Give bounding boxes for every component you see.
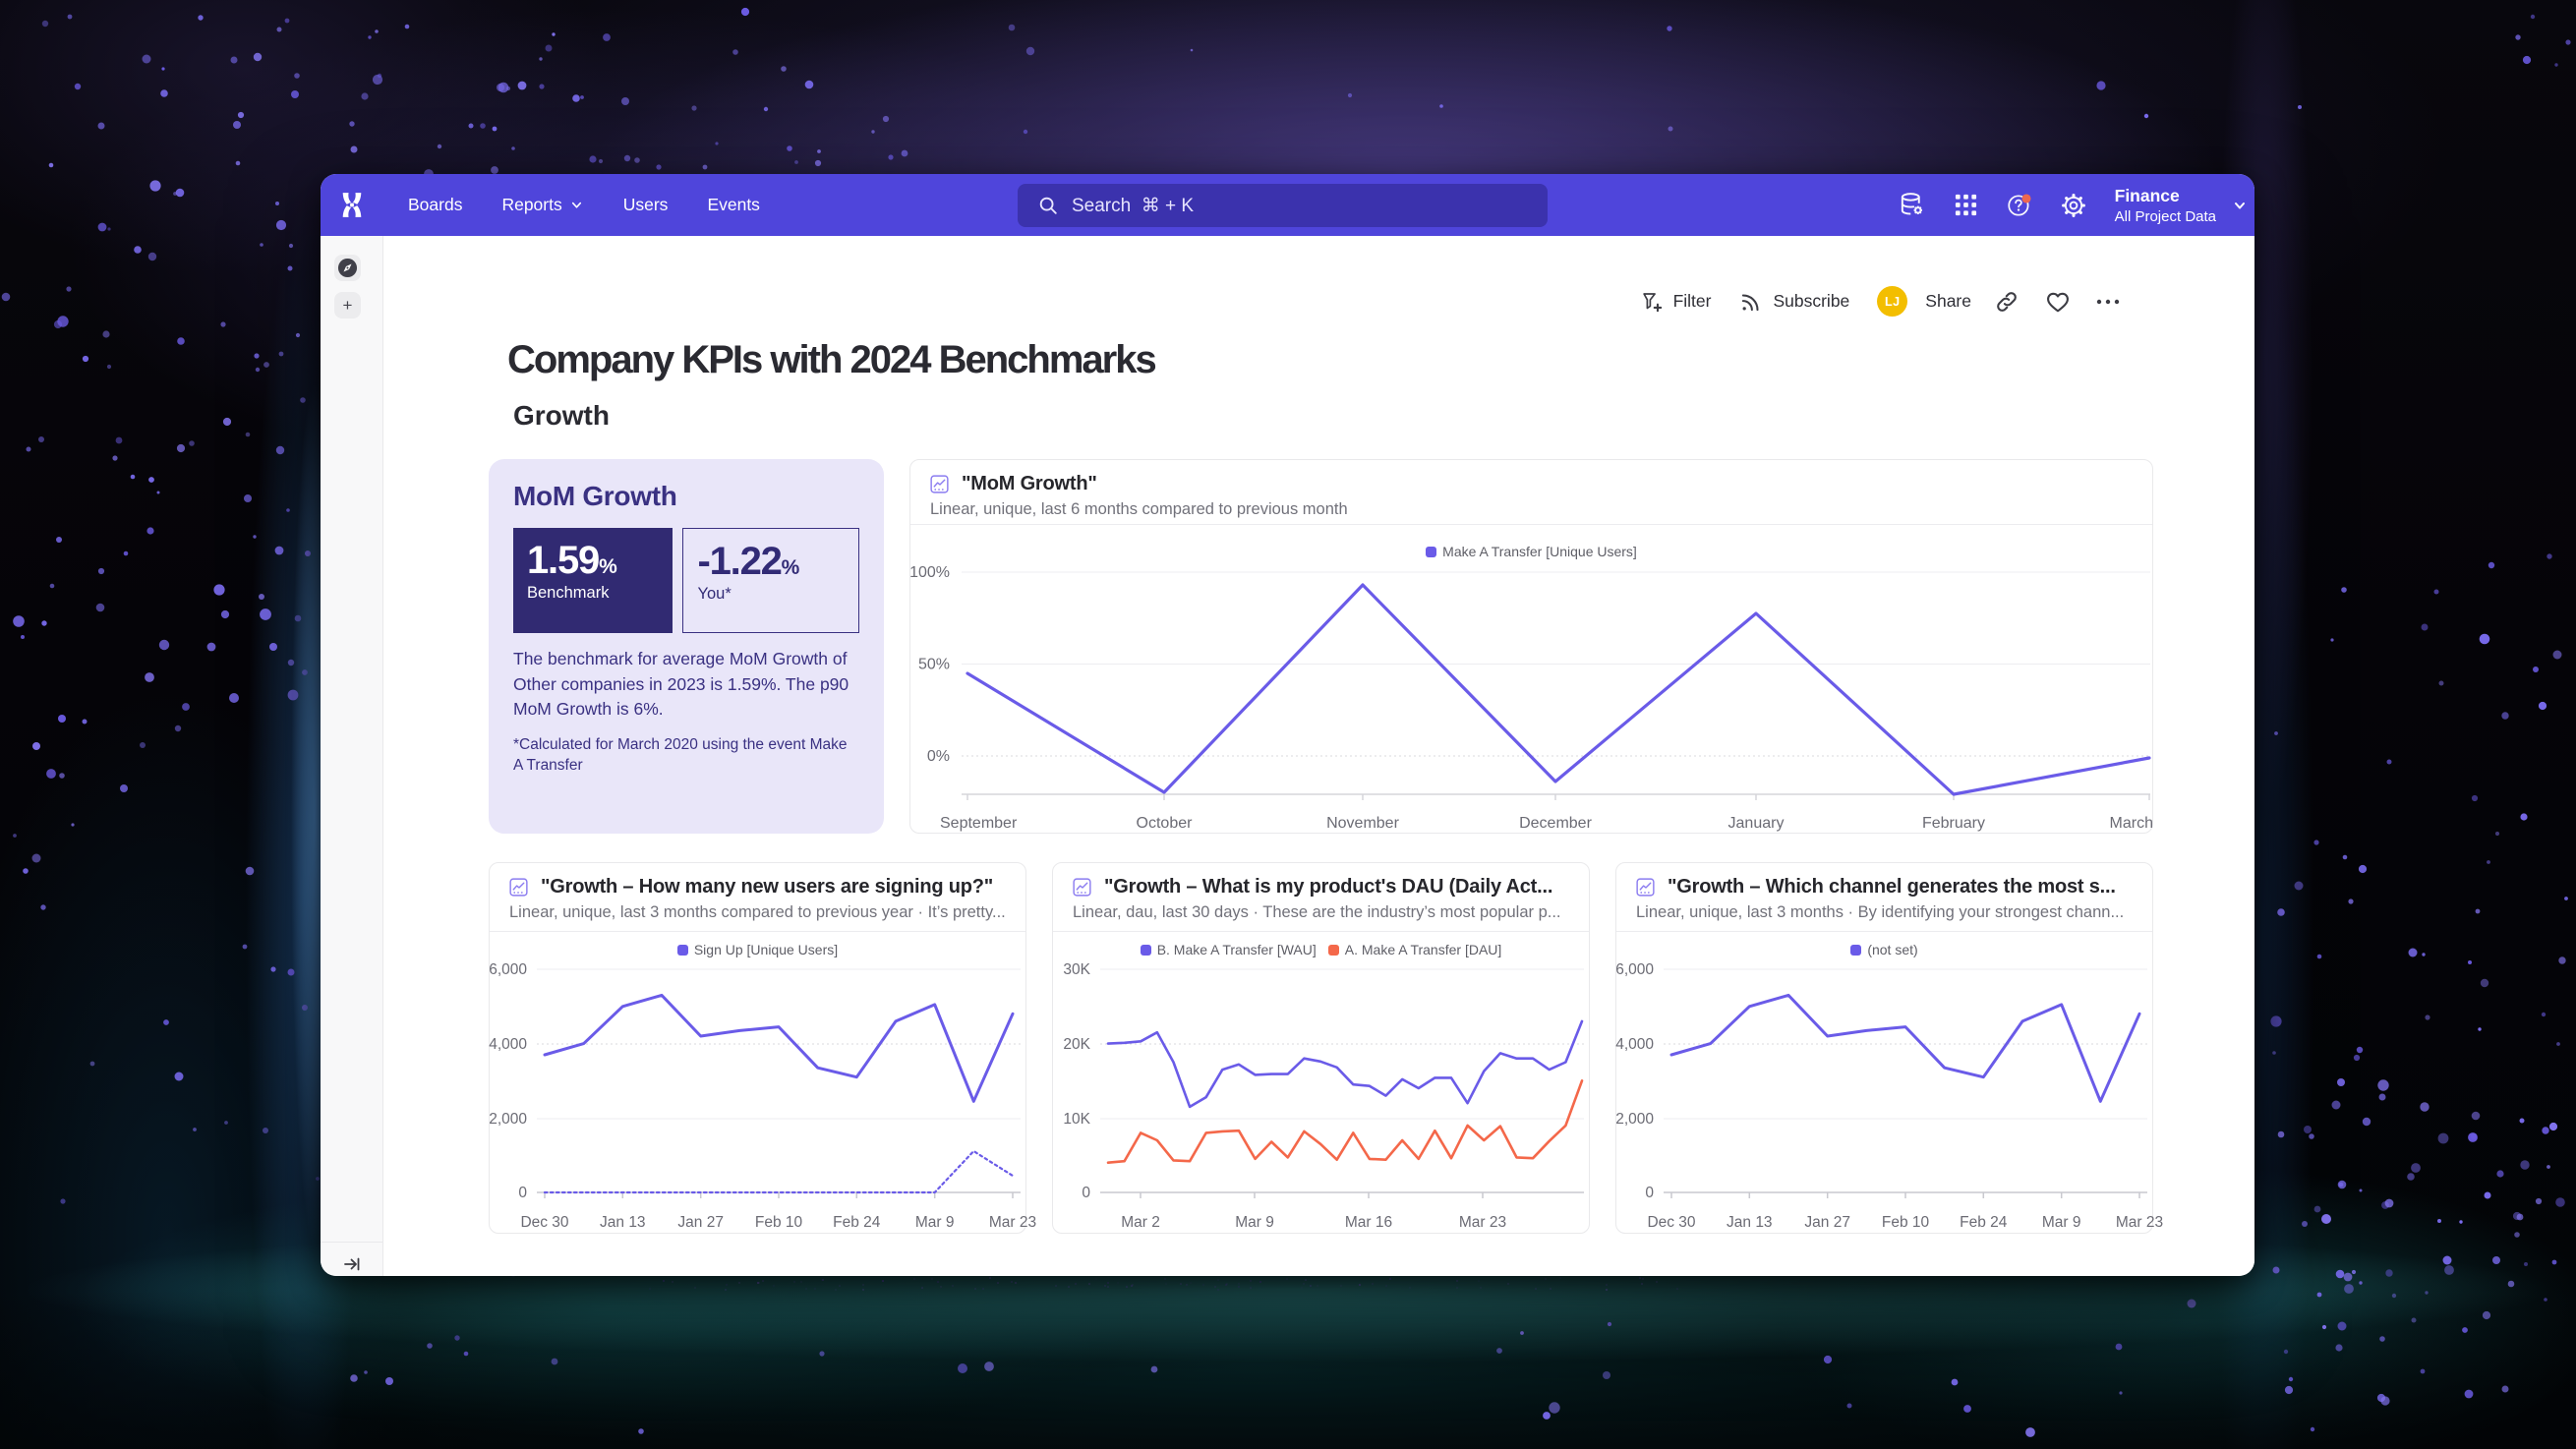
svg-text:Feb 10: Feb 10 <box>755 1214 803 1231</box>
svg-text:Feb 10: Feb 10 <box>1882 1214 1930 1231</box>
svg-text:Mar 9: Mar 9 <box>2042 1214 2081 1231</box>
svg-text:October: October <box>1137 815 1194 832</box>
svg-text:Dec 30: Dec 30 <box>520 1214 568 1231</box>
svg-text:Jan 13: Jan 13 <box>1727 1214 1773 1231</box>
svg-text:2,000: 2,000 <box>1615 1111 1654 1128</box>
svg-text:0: 0 <box>518 1185 527 1201</box>
svg-text:30K: 30K <box>1063 961 1090 978</box>
svg-text:Jan 13: Jan 13 <box>600 1214 646 1231</box>
svg-text:20K: 20K <box>1063 1036 1090 1053</box>
svg-text:10K: 10K <box>1063 1111 1090 1128</box>
svg-text:Mar 9: Mar 9 <box>915 1214 955 1231</box>
svg-text:0%: 0% <box>927 748 950 765</box>
svg-text:March: March <box>2110 815 2153 832</box>
svg-text:Jan 27: Jan 27 <box>1804 1214 1850 1231</box>
svg-text:Mar 23: Mar 23 <box>1459 1214 1506 1231</box>
svg-text:Feb 24: Feb 24 <box>833 1214 881 1231</box>
svg-text:100%: 100% <box>909 564 950 581</box>
svg-text:Mar 16: Mar 16 <box>1345 1214 1392 1231</box>
svg-text:4,000: 4,000 <box>489 1036 527 1053</box>
svg-text:September: September <box>940 815 1018 832</box>
svg-text:Dec 30: Dec 30 <box>1647 1214 1695 1231</box>
svg-text:6,000: 6,000 <box>1615 961 1654 978</box>
svg-text:Mar 23: Mar 23 <box>2116 1214 2163 1231</box>
svg-text:4,000: 4,000 <box>1615 1036 1654 1053</box>
svg-text:50%: 50% <box>918 657 950 673</box>
svg-text:Jan 27: Jan 27 <box>677 1214 724 1231</box>
svg-text:0: 0 <box>1645 1185 1654 1201</box>
svg-text:0: 0 <box>1082 1185 1090 1201</box>
svg-text:January: January <box>1728 815 1785 832</box>
svg-text:2,000: 2,000 <box>489 1111 527 1128</box>
svg-text:Mar 23: Mar 23 <box>989 1214 1036 1231</box>
svg-text:Mar 9: Mar 9 <box>1235 1214 1274 1231</box>
svg-text:December: December <box>1519 815 1592 832</box>
svg-text:Mar 2: Mar 2 <box>1121 1214 1160 1231</box>
svg-text:6,000: 6,000 <box>489 961 527 978</box>
svg-text:November: November <box>1326 815 1399 832</box>
svg-text:Feb 24: Feb 24 <box>1960 1214 2008 1231</box>
svg-text:February: February <box>1922 815 1985 832</box>
